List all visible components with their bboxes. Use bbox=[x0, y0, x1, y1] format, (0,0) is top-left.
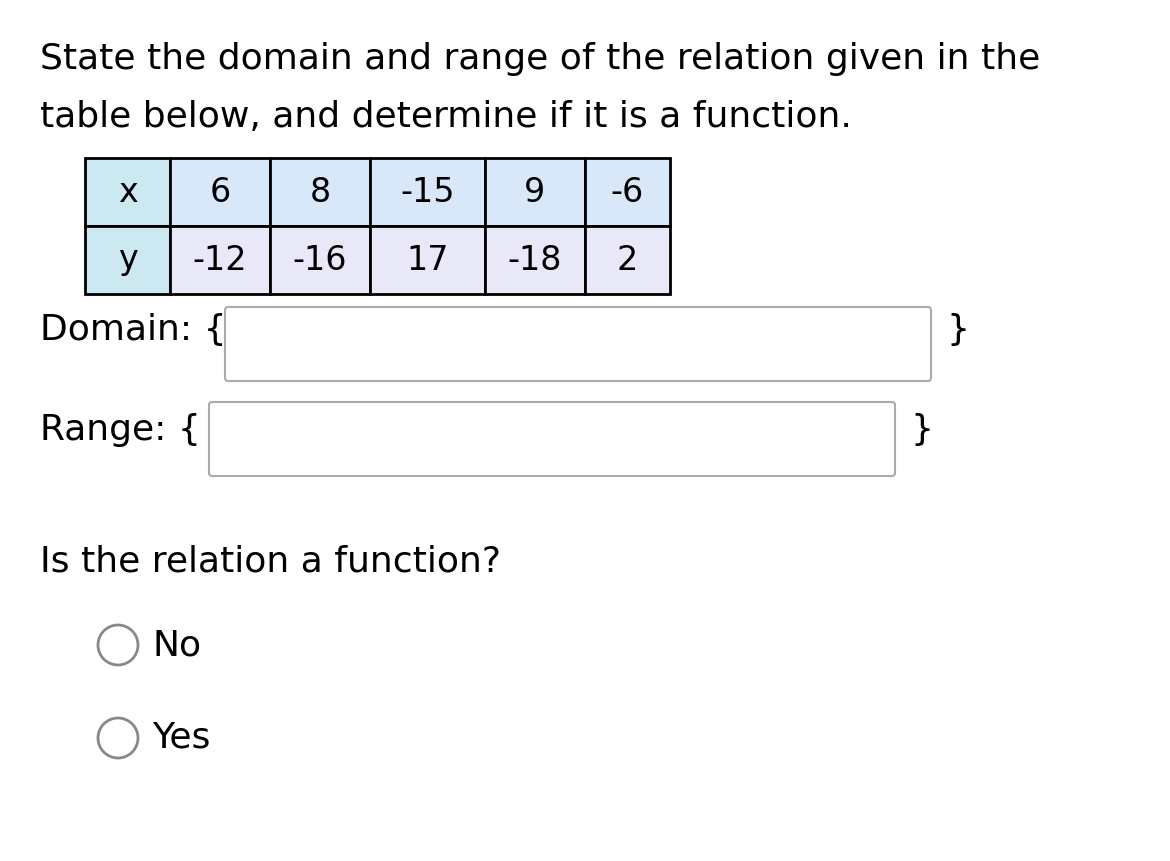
Text: }: } bbox=[910, 413, 932, 447]
Text: Domain: {: Domain: { bbox=[40, 313, 227, 347]
Text: table below, and determine if it is a function.: table below, and determine if it is a fu… bbox=[40, 100, 852, 134]
Bar bbox=[585, 226, 670, 294]
FancyBboxPatch shape bbox=[225, 307, 931, 381]
Bar bbox=[170, 158, 270, 226]
Text: -18: -18 bbox=[508, 244, 563, 276]
Bar bbox=[85, 158, 170, 226]
Bar bbox=[585, 158, 670, 226]
Bar bbox=[270, 158, 370, 226]
Text: 17: 17 bbox=[406, 244, 449, 276]
Text: Range: {: Range: { bbox=[40, 413, 201, 447]
Circle shape bbox=[98, 625, 138, 665]
Bar bbox=[486, 226, 585, 294]
Text: No: No bbox=[152, 628, 201, 662]
Text: Yes: Yes bbox=[152, 721, 211, 755]
Bar bbox=[370, 158, 486, 226]
Text: -6: -6 bbox=[611, 176, 645, 208]
Text: y: y bbox=[118, 244, 137, 276]
Text: 8: 8 bbox=[309, 176, 331, 208]
Text: 6: 6 bbox=[209, 176, 230, 208]
Text: }: } bbox=[947, 313, 969, 347]
Bar bbox=[270, 226, 370, 294]
Bar bbox=[85, 226, 170, 294]
Bar bbox=[170, 226, 270, 294]
Text: -16: -16 bbox=[292, 244, 347, 276]
Bar bbox=[486, 158, 585, 226]
Text: x: x bbox=[118, 176, 137, 208]
FancyBboxPatch shape bbox=[209, 402, 895, 476]
Text: -15: -15 bbox=[400, 176, 455, 208]
Text: -12: -12 bbox=[193, 244, 247, 276]
Text: 9: 9 bbox=[524, 176, 545, 208]
Text: Is the relation a function?: Is the relation a function? bbox=[40, 545, 501, 579]
Circle shape bbox=[98, 718, 138, 758]
Text: 2: 2 bbox=[617, 244, 638, 276]
Text: State the domain and range of the relation given in the: State the domain and range of the relati… bbox=[40, 42, 1040, 76]
Bar bbox=[370, 226, 486, 294]
